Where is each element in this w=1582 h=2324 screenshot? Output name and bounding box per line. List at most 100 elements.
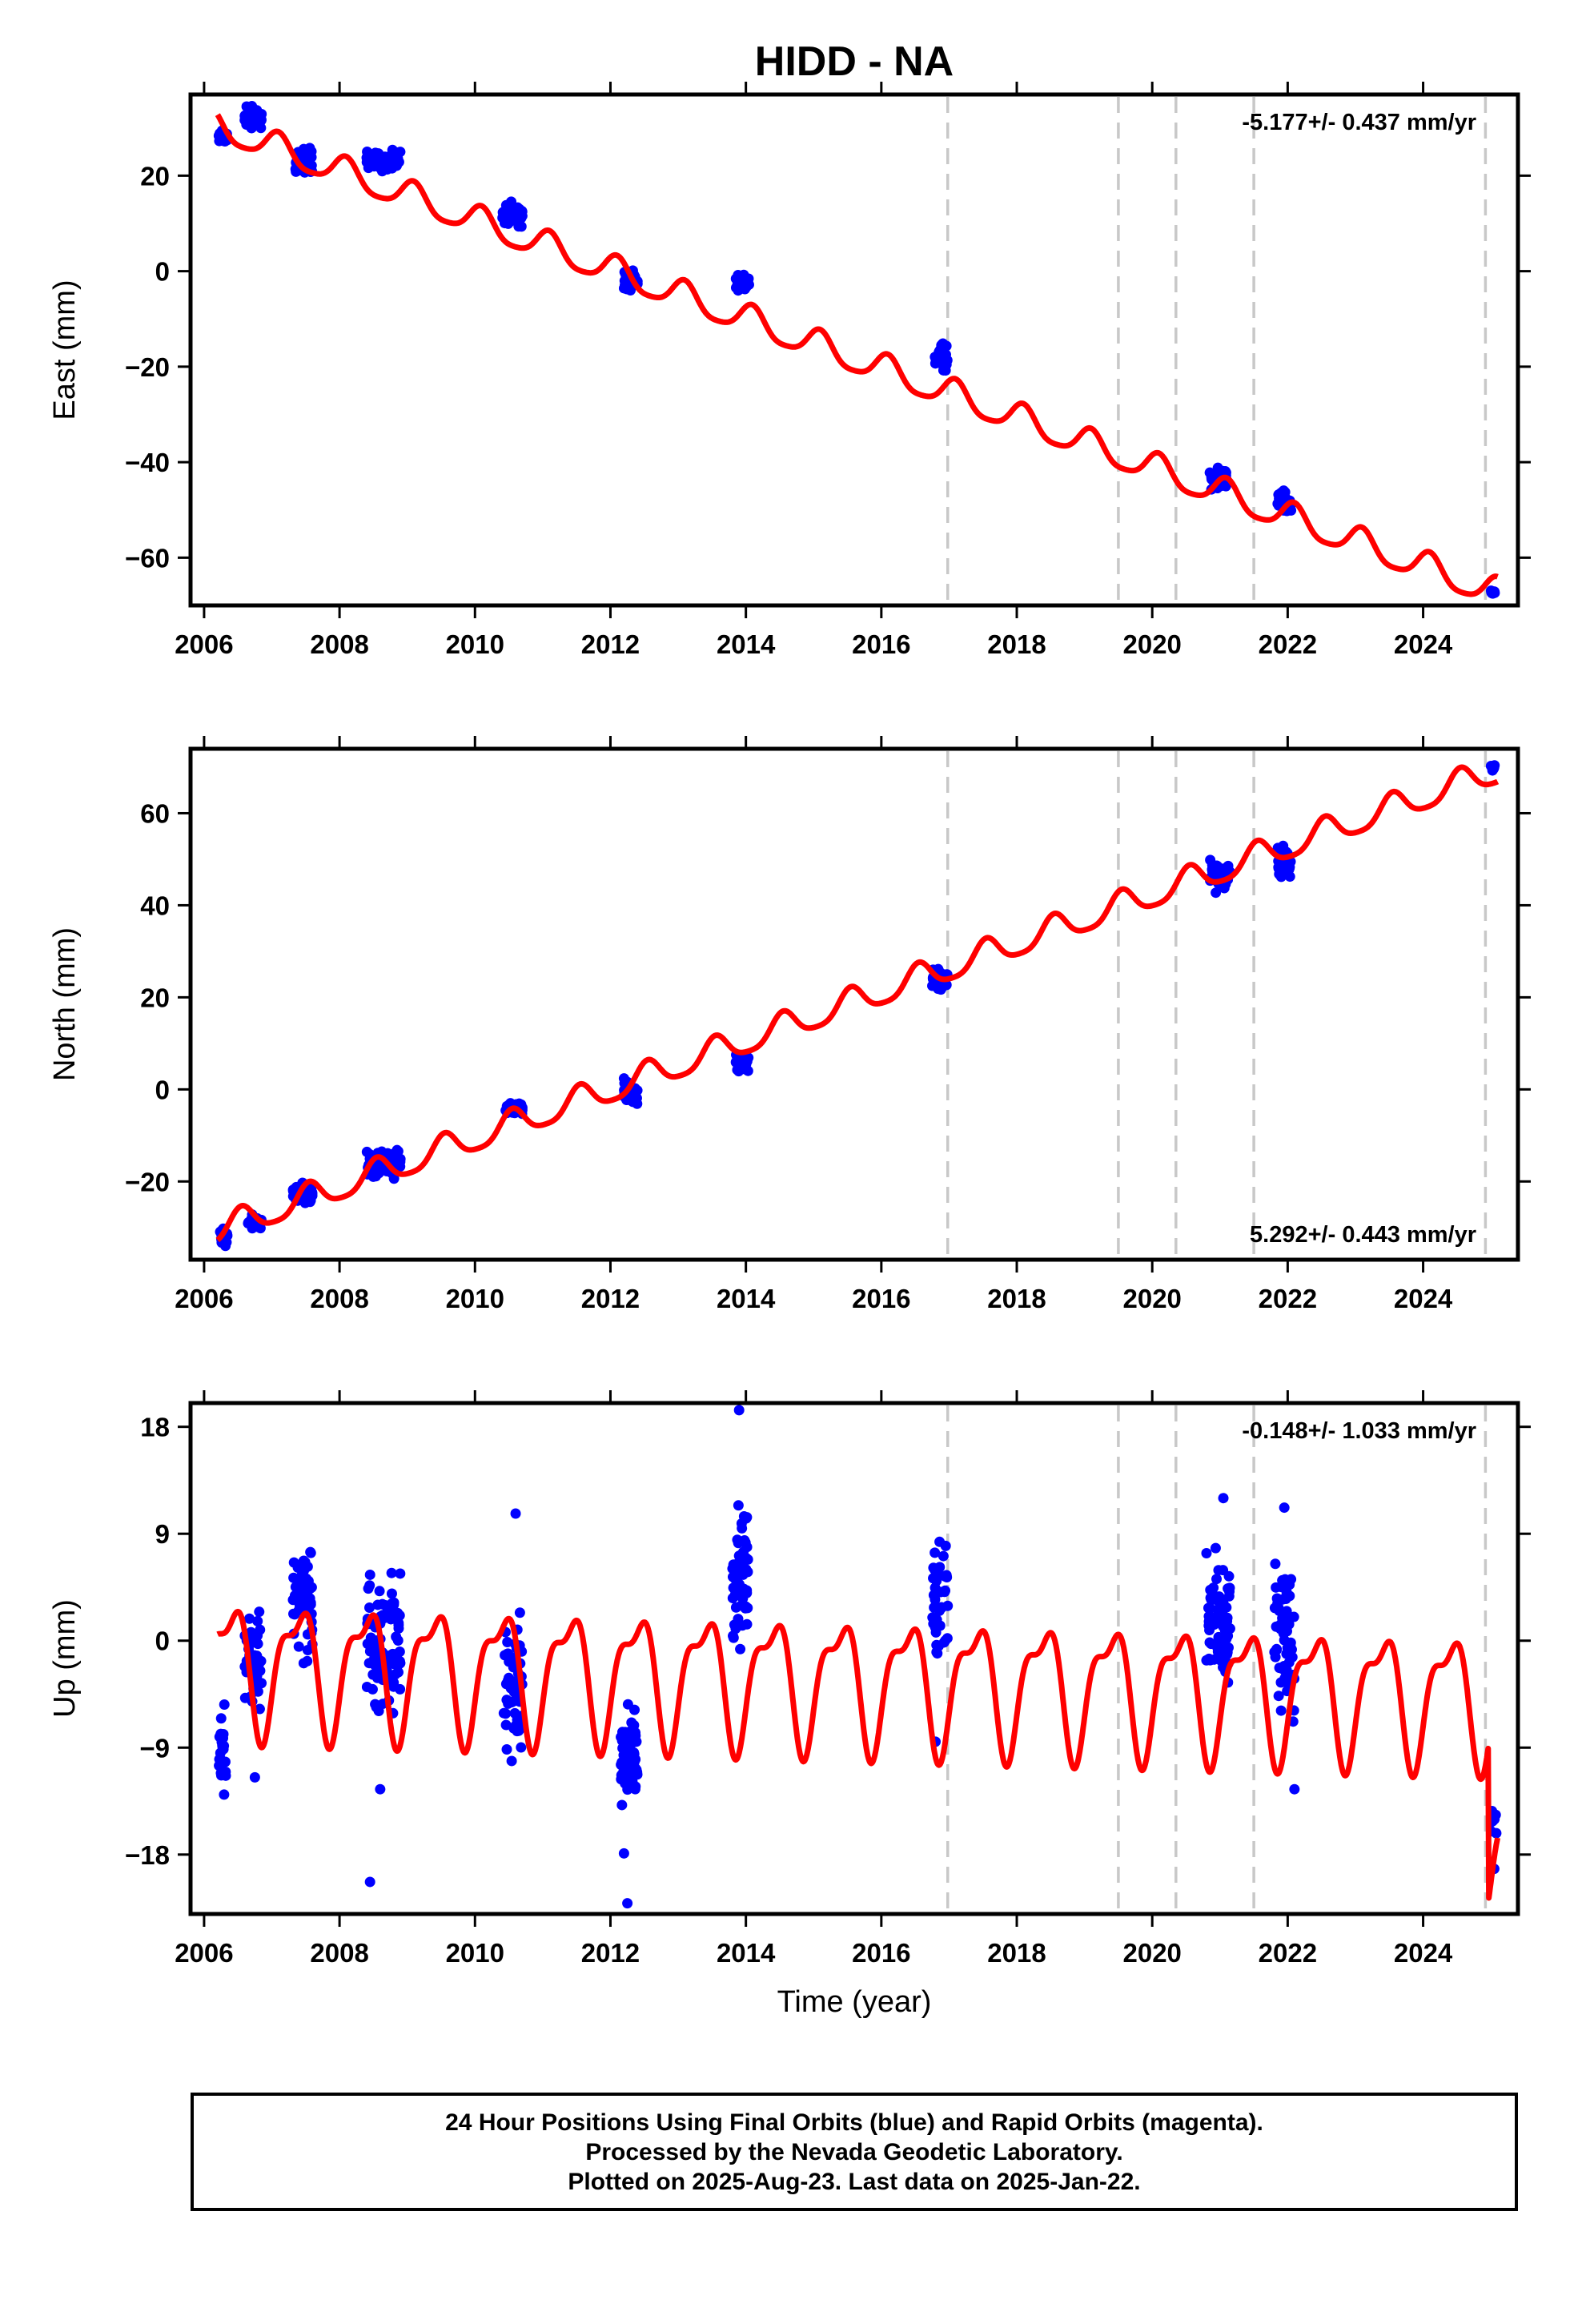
data-point — [393, 1619, 404, 1630]
y-tick-label: −18 — [125, 1840, 170, 1870]
data-point — [626, 1717, 637, 1728]
data-point — [1285, 1640, 1296, 1651]
y-tick-label: 18 — [140, 1413, 170, 1442]
data-point — [630, 1730, 641, 1741]
data-point — [364, 1569, 375, 1580]
data-point — [1289, 1783, 1300, 1795]
data-point — [938, 364, 949, 376]
data-point — [500, 1708, 512, 1719]
y-tick-label: 60 — [140, 798, 170, 828]
data-point — [368, 1659, 379, 1670]
data-point — [628, 1086, 640, 1097]
x-tick-label: 2006 — [175, 629, 233, 659]
data-point — [1223, 1583, 1234, 1594]
data-point — [214, 1731, 225, 1743]
x-tick-label: 2016 — [852, 1284, 910, 1313]
x-tick-label: 2016 — [852, 1938, 910, 1968]
data-point — [1486, 588, 1497, 599]
data-point — [514, 1607, 525, 1618]
data-point — [364, 1876, 375, 1888]
rate-label: -0.148+/- 1.033 mm/yr — [1242, 1418, 1476, 1444]
data-point — [928, 1562, 939, 1574]
data-point — [934, 1536, 946, 1547]
data-point — [499, 218, 510, 229]
data-point — [1221, 1602, 1232, 1613]
data-point — [215, 1713, 227, 1724]
data-point — [382, 1606, 393, 1618]
x-tick-label: 2018 — [987, 1938, 1046, 1968]
data-point — [733, 1066, 745, 1077]
data-point — [1270, 1558, 1281, 1570]
data-point — [622, 1699, 633, 1710]
data-point — [368, 161, 379, 172]
data-point — [733, 1054, 745, 1065]
x-tick-label: 2012 — [581, 1284, 640, 1313]
data-point — [1211, 1574, 1223, 1585]
plot-frame — [188, 1401, 1520, 1916]
data-point — [214, 1760, 225, 1771]
y-tick-label: −60 — [125, 543, 170, 573]
y-tick-label: 0 — [155, 1075, 170, 1104]
data-point — [1279, 1502, 1290, 1514]
footer-line-3: Plotted on 2025-Aug-23. Last data on 202… — [568, 2168, 1141, 2195]
data-point — [254, 1703, 265, 1715]
x-axis-title: Time (year) — [777, 1985, 932, 2019]
data-point — [733, 1405, 745, 1416]
data-point — [500, 1679, 512, 1690]
data-point — [617, 1760, 628, 1771]
data-point — [219, 1789, 230, 1800]
y-tick-label: −20 — [125, 352, 170, 382]
data-point — [252, 1615, 263, 1626]
data-point — [1279, 1673, 1291, 1684]
data-point — [941, 340, 952, 352]
data-point — [730, 1602, 741, 1613]
data-point — [1275, 863, 1287, 875]
data-point — [930, 1594, 941, 1605]
data-point — [305, 1547, 316, 1558]
data-point — [247, 101, 258, 112]
data-point — [742, 1554, 753, 1565]
data-point — [928, 1573, 939, 1584]
data-point — [1204, 467, 1215, 478]
y-tick-label: −9 — [139, 1733, 170, 1763]
data-point — [1213, 1565, 1224, 1576]
data-point — [301, 1592, 312, 1603]
data-point — [1273, 1691, 1284, 1702]
data-point — [299, 151, 310, 162]
data-point — [251, 1670, 263, 1681]
data-point — [244, 1613, 255, 1624]
x-tick-label: 2022 — [1259, 629, 1317, 659]
north-panel: 2006 2008 2010 2012 2014 2016 2018 2020 2022 2024… — [48, 736, 1531, 1313]
x-tick-label: 2024 — [1394, 1938, 1453, 1968]
data-point — [733, 1538, 744, 1549]
data-point — [304, 143, 315, 154]
x-tick-label: 2020 — [1122, 1284, 1181, 1313]
data-point — [740, 1601, 751, 1612]
data-point — [367, 1669, 379, 1680]
data-point — [1488, 762, 1500, 773]
plot-area — [214, 1405, 1502, 1909]
x-tick-label: 2008 — [310, 1938, 368, 1968]
data-point — [506, 1755, 517, 1767]
data-point — [616, 1799, 628, 1811]
y-axis-title: North (mm) — [48, 927, 82, 1081]
data-point — [498, 208, 509, 219]
data-point — [1275, 1705, 1287, 1716]
data-point — [732, 277, 743, 288]
data-point — [372, 1599, 383, 1610]
y-tick-label: 9 — [155, 1519, 170, 1549]
data-point — [629, 1755, 640, 1766]
data-point — [1271, 1621, 1282, 1632]
x-tick-label: 2010 — [446, 1938, 504, 1968]
x-tick-label: 2008 — [310, 629, 368, 659]
data-point — [938, 1550, 949, 1562]
data-point — [1491, 1827, 1502, 1839]
data-point — [292, 1562, 303, 1574]
x-tick-label: 2010 — [446, 1284, 504, 1313]
data-point — [1212, 1642, 1223, 1653]
data-point — [941, 1570, 952, 1581]
data-point — [1204, 1637, 1215, 1648]
data-point — [1201, 1655, 1212, 1666]
x-tick-label: 2012 — [581, 1938, 640, 1968]
data-point — [293, 1641, 304, 1652]
